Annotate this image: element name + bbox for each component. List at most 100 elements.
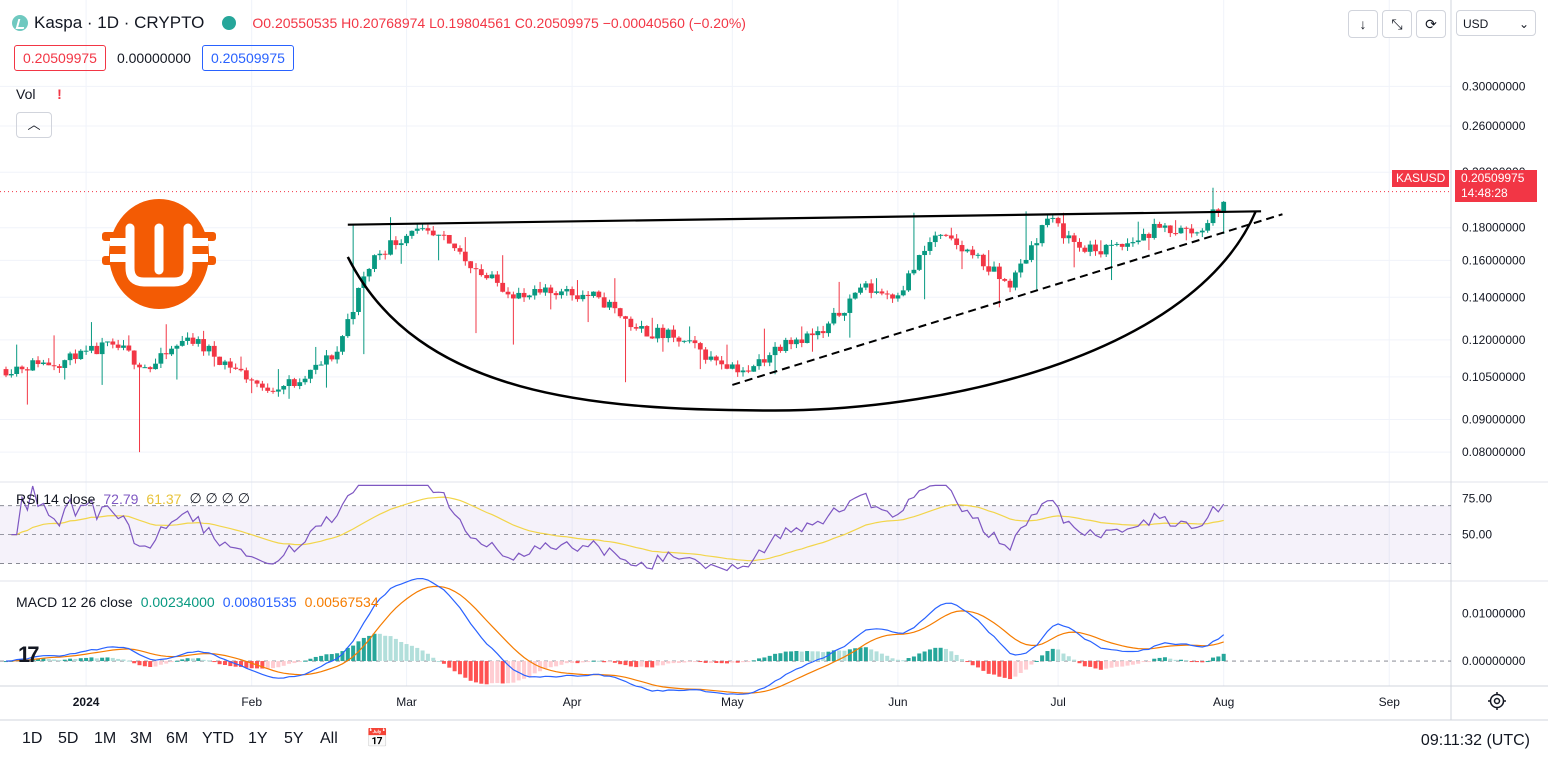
macd-hist-bar	[1029, 661, 1034, 665]
candle-body	[62, 360, 68, 368]
range-button-all[interactable]: All	[320, 730, 338, 747]
candle-body	[874, 291, 879, 293]
volume-label[interactable]: Vol	[16, 86, 36, 102]
candle-body	[1199, 230, 1205, 233]
tradingview-logo-icon[interactable]: 17	[18, 642, 40, 667]
candle-body	[222, 361, 228, 365]
macd-title[interactable]: MACD 12 26 close	[16, 594, 133, 610]
price-tick-label: 0.16000000	[1462, 253, 1526, 267]
candle-body	[810, 333, 815, 336]
range-button-6m[interactable]: 6M	[166, 730, 189, 747]
candle-body	[350, 311, 356, 320]
candle-body	[633, 327, 639, 329]
macd-hist-bar	[698, 661, 703, 663]
candle-body	[1002, 279, 1008, 281]
time-tick-label: Apr	[563, 695, 582, 709]
macd-hist-bar	[41, 658, 46, 662]
range-button-1y[interactable]: 1Y	[248, 730, 268, 747]
candle-body	[126, 345, 132, 351]
candle-body	[756, 359, 762, 367]
candle-body	[404, 235, 409, 244]
range-button-ytd[interactable]: YTD	[202, 730, 234, 747]
range-button-1d[interactable]: 1D	[22, 730, 43, 747]
collapse-legend-button[interactable]: ︿	[16, 112, 52, 138]
macd-hist-bar	[954, 654, 959, 662]
macd-hist-bar	[340, 651, 345, 662]
candle-body	[51, 365, 57, 367]
candle-body	[73, 353, 78, 360]
candle-body	[655, 327, 660, 339]
macd-hist-bar	[1120, 661, 1125, 667]
candle-body	[1135, 240, 1141, 243]
candle-body	[708, 356, 714, 360]
candle-body	[153, 363, 158, 370]
macd-hist-bar	[228, 661, 233, 667]
candle-body	[890, 294, 895, 299]
macd-hist-bar	[190, 658, 195, 662]
gear-icon[interactable]	[1487, 691, 1507, 711]
macd-hist-bar	[730, 661, 735, 663]
currency-select[interactable]: USD ⌄	[1456, 10, 1536, 36]
range-button-5y[interactable]: 5Y	[284, 730, 304, 747]
candle-body	[174, 345, 180, 349]
time-axis[interactable]: 2024 Feb Mar Apr May Jun Jul Aug Sep	[73, 695, 1400, 709]
candle-body	[105, 341, 110, 343]
candle-body	[78, 350, 84, 360]
candle-body	[591, 291, 596, 297]
calendar-icon[interactable]: 📅	[366, 728, 389, 748]
collapse-arrows-icon[interactable]: ⤡	[1382, 10, 1412, 38]
price-axis[interactable]: 0.300000000.260000000.220000000.18000000…	[1462, 79, 1526, 459]
drawing-tools[interactable]	[346, 210, 1283, 412]
range-button-5d[interactable]: 5D	[58, 730, 79, 747]
candle-body	[30, 360, 36, 371]
macd-hist-bar	[500, 661, 505, 684]
buy-price-box[interactable]: 0.20509975	[201, 45, 294, 71]
candle-body	[185, 337, 190, 341]
candle-body	[206, 345, 212, 352]
candle-body	[484, 275, 490, 279]
macd-hist-bar	[372, 633, 377, 662]
candle-body	[954, 238, 960, 246]
candle-body	[922, 250, 928, 256]
candlestick-series	[3, 187, 1227, 453]
candle-body	[388, 240, 393, 255]
candle-body	[259, 383, 265, 388]
macd-hist-bar	[757, 658, 762, 662]
macd-hist-bar	[933, 647, 938, 662]
time-tick-label: Jun	[888, 695, 907, 709]
macd-hist-bar	[319, 655, 324, 662]
candle-body	[863, 283, 869, 288]
open-value: O0.20550535	[252, 15, 338, 31]
rsi-title[interactable]: RSI 14 close	[16, 490, 96, 507]
macd-hist-bar	[660, 661, 665, 666]
candle-body	[996, 266, 1002, 280]
macd-hist-bar	[596, 660, 601, 662]
macd-hist-bar	[805, 651, 810, 662]
candle-body	[1146, 233, 1152, 238]
candle-body	[884, 293, 890, 295]
warning-icon[interactable]: !	[57, 86, 62, 102]
arrow-down-icon[interactable]: ↓	[1348, 10, 1378, 38]
pane-separators	[0, 0, 1548, 721]
macd-signal-value: 0.00567534	[304, 594, 379, 610]
candle-body	[852, 292, 858, 299]
candle-body	[1082, 247, 1088, 252]
range-button-1m[interactable]: 1M	[94, 730, 117, 747]
eye-icon[interactable]	[222, 16, 237, 30]
kaspa-logo-icon	[102, 199, 216, 309]
utc-clock[interactable]: 09:11:32 (UTC)	[1420, 732, 1530, 749]
price-tick-label: 0.18000000	[1462, 221, 1526, 235]
sell-price-box[interactable]: 0.20509975	[14, 45, 106, 71]
symbol-title[interactable]: Kaspa · 1D · CRYPTO	[34, 13, 205, 32]
refresh-icon[interactable]: ⟳	[1416, 10, 1446, 38]
candle-body	[110, 341, 116, 345]
macd-hist-bar	[655, 661, 660, 666]
macd-hist-bar	[906, 658, 911, 662]
candle-body	[799, 339, 805, 343]
macd-hist-bar	[976, 661, 981, 668]
macd-hist-bar	[1178, 659, 1183, 662]
candle-body	[788, 339, 794, 345]
macd-hist-bar	[591, 660, 596, 662]
range-button-3m[interactable]: 3M	[130, 730, 153, 747]
